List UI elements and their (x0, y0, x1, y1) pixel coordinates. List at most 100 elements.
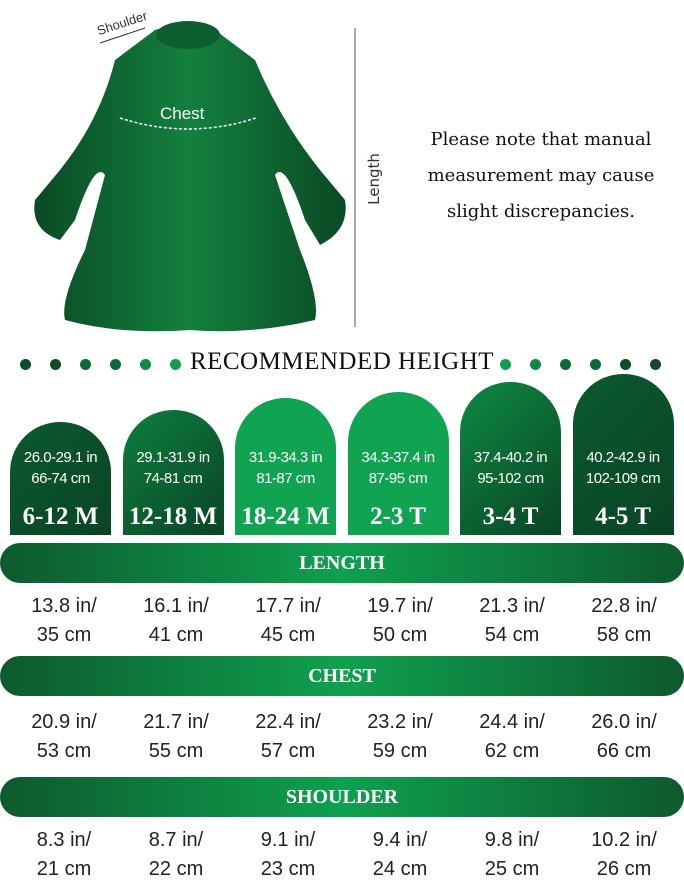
value-in: 16.1 in/ (143, 595, 209, 617)
value-cell: 9.1 in/23 cm (232, 826, 344, 884)
size-label: 6-12 M (22, 503, 99, 530)
value-in: 20.9 in/ (31, 711, 97, 733)
size-arch: 37.4-40.2 in 95-102 cm 3-4 T (460, 382, 561, 535)
value-cm: 57 cm (260, 740, 316, 762)
size-label: 4-5 T (595, 503, 651, 530)
value-cell: 21.7 in/55 cm (120, 708, 232, 766)
value-cell: 21.3 in/54 cm (456, 592, 568, 650)
value-cm: 22 cm (148, 858, 204, 880)
height-cm: 74-81 cm (143, 470, 203, 487)
size-arch: 40.2-42.9 in 102-109 cm 4-5 T (572, 374, 674, 535)
measurement-values: 13.8 in/35 cm 16.1 in/41 cm 17.7 in/45 cm 1… (8, 592, 684, 650)
height-range: 26.0-29.1 in 66-74 cm (10, 447, 111, 489)
note-line: Please note that manual (430, 129, 652, 150)
dot (110, 359, 121, 370)
value-cm: 55 cm (148, 740, 204, 762)
value-cm: 54 cm (484, 624, 540, 646)
value-in: 26.0 in/ (591, 711, 657, 733)
size-arch: 26.0-29.1 in 66-74 cm 6-12 M (10, 422, 111, 535)
value-cm: 26 cm (596, 858, 652, 880)
measurement-band-length: LENGTH (0, 543, 684, 583)
height-range: 37.4-40.2 in 95-102 cm (460, 447, 561, 489)
value-cm: 21 cm (36, 858, 92, 880)
value-cm: 23 cm (260, 858, 316, 880)
value-cell: 8.3 in/21 cm (8, 826, 120, 884)
value-cell: 26.0 in/66 cm (568, 708, 680, 766)
height-in: 37.4-40.2 in (473, 449, 548, 466)
value-cm: 62 cm (484, 740, 540, 762)
value-cm: 50 cm (372, 624, 428, 646)
value-in: 17.7 in/ (255, 595, 321, 617)
value-in: 22.8 in/ (591, 595, 657, 617)
value-cm: 45 cm (260, 624, 316, 646)
length-label: Length (364, 153, 383, 205)
value-cm: 41 cm (148, 624, 204, 646)
value-cm: 66 cm (596, 740, 652, 762)
value-cm: 53 cm (36, 740, 92, 762)
decorative-dots (0, 356, 684, 372)
dot (560, 359, 571, 370)
value-cell: 20.9 in/53 cm (8, 708, 120, 766)
value-in: 21.3 in/ (479, 595, 545, 617)
value-in: 8.7 in/ (148, 829, 204, 851)
measurement-note: Please note that manual measurement may … (410, 122, 672, 230)
height-cm: 87-95 cm (368, 470, 428, 487)
height-in: 34.3-37.4 in (361, 449, 435, 466)
note-line: slight discrepancies. (447, 201, 635, 222)
value-cm: 24 cm (372, 858, 428, 880)
value-in: 9.1 in/ (260, 829, 316, 851)
dot (140, 359, 151, 370)
height-range: 34.3-37.4 in 87-95 cm (348, 447, 449, 489)
value-cell: 22.8 in/58 cm (568, 592, 680, 650)
size-label: 12-18 M (128, 503, 218, 530)
size-arch: 29.1-31.9 in 74-81 cm 12-18 M (122, 410, 224, 535)
dot (590, 359, 601, 370)
dot (620, 359, 631, 370)
value-in: 19.7 in/ (367, 595, 433, 617)
height-cm: 95-102 cm (477, 470, 544, 487)
size-arch: 31.9-34.3 in 81-87 cm 18-24 M (235, 398, 336, 535)
measurement-values: 8.3 in/21 cm 8.7 in/22 cm 9.1 in/23 cm 9.4 … (8, 826, 684, 884)
measurement-values: 20.9 in/53 cm 21.7 in/55 cm 22.4 in/57 cm 2… (8, 708, 684, 766)
height-in: 31.9-34.3 in (248, 449, 323, 466)
value-cell: 10.2 in/26 cm (568, 826, 680, 884)
value-cm: 58 cm (596, 624, 652, 646)
dot (50, 359, 61, 370)
size-arch: 34.3-37.4 in 87-95 cm 2-3 T (347, 392, 449, 535)
value-cell: 9.8 in/25 cm (456, 826, 568, 884)
value-cm: 35 cm (36, 624, 92, 646)
note-line: measurement may cause (427, 165, 655, 186)
value-cell: 16.1 in/41 cm (120, 592, 232, 650)
chest-label: Chest (160, 104, 205, 123)
value-cell: 24.4 in/62 cm (456, 708, 568, 766)
value-in: 23.2 in/ (367, 711, 433, 733)
height-range: 40.2-42.9 in 102-109 cm (573, 447, 674, 489)
value-in: 9.8 in/ (484, 829, 540, 851)
dot (650, 359, 661, 370)
value-cm: 59 cm (372, 740, 428, 762)
dot (170, 359, 181, 370)
dot (500, 359, 511, 370)
value-in: 8.3 in/ (36, 829, 92, 851)
value-in: 13.8 in/ (31, 595, 97, 617)
height-cm: 66-74 cm (31, 470, 90, 487)
value-in: 10.2 in/ (591, 829, 657, 851)
height-in: 40.2-42.9 in (586, 449, 660, 466)
value-in: 22.4 in/ (255, 711, 321, 733)
value-cell: 23.2 in/59 cm (344, 708, 456, 766)
shoulder-label: Shoulder (95, 8, 150, 39)
height-range: 31.9-34.3 in 81-87 cm (235, 447, 336, 489)
value-in: 24.4 in/ (479, 711, 545, 733)
size-label: 2-3 T (370, 503, 426, 530)
dot (80, 359, 91, 370)
value-in: 9.4 in/ (372, 829, 428, 851)
value-cell: 19.7 in/50 cm (344, 592, 456, 650)
height-in: 29.1-31.9 in (136, 449, 210, 466)
height-cm: 81-87 cm (256, 470, 315, 487)
height-cm: 102-109 cm (585, 470, 661, 487)
measurement-band-shoulder: SHOULDER (0, 777, 684, 817)
value-in: 21.7 in/ (143, 711, 209, 733)
dot (20, 359, 31, 370)
dress-illustration: Shoulder Chest (34, 8, 356, 332)
value-cell: 13.8 in/35 cm (8, 592, 120, 650)
